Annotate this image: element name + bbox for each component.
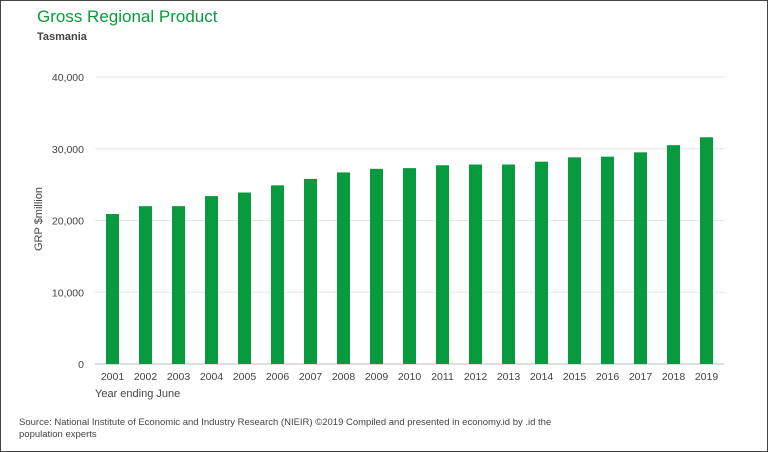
bar-2006[interactable] bbox=[271, 185, 284, 364]
x-tick-label: 2002 bbox=[134, 371, 158, 383]
bar-2016[interactable] bbox=[601, 156, 614, 364]
bar-2005[interactable] bbox=[238, 192, 251, 364]
bar-2018[interactable] bbox=[667, 145, 680, 364]
bar-2013[interactable] bbox=[502, 164, 515, 364]
x-tick-label: 2007 bbox=[299, 371, 323, 383]
x-tick-label: 2019 bbox=[695, 371, 719, 383]
x-tick-label: 2018 bbox=[662, 371, 686, 383]
bar-2008[interactable] bbox=[337, 172, 350, 364]
y-axis-label: GRP $million bbox=[33, 187, 45, 251]
bar-2012[interactable] bbox=[469, 164, 482, 364]
x-tick-label: 2010 bbox=[398, 371, 422, 383]
bar-2015[interactable] bbox=[568, 157, 581, 364]
bar-2011[interactable] bbox=[436, 165, 449, 364]
x-tick-label: 2009 bbox=[365, 371, 389, 383]
x-tick-label: 2015 bbox=[563, 371, 587, 383]
x-tick-label: 2012 bbox=[464, 371, 488, 383]
x-tick-label: 2013 bbox=[497, 371, 521, 383]
x-tick-label: 2004 bbox=[200, 371, 224, 383]
y-tick-label: 10,000 bbox=[52, 287, 84, 299]
bar-2019[interactable] bbox=[700, 137, 713, 364]
x-tick-labels: 2001 2002 2003 2004 2005 2006 2007 2008 2009 2010… bbox=[101, 371, 719, 383]
x-tick-label: 2014 bbox=[530, 371, 554, 383]
source-note: Source: National Institute of Economic a… bbox=[19, 417, 552, 440]
bar-2014[interactable] bbox=[535, 161, 548, 364]
y-tick-label: 40,000 bbox=[52, 72, 84, 84]
y-tick-labels: 0 10,000 20,000 30,000 40,000 bbox=[52, 72, 84, 371]
bar-2009[interactable] bbox=[370, 168, 383, 364]
bar-2001[interactable] bbox=[106, 214, 119, 364]
bars bbox=[106, 137, 713, 364]
chart-subtitle: Tasmania bbox=[37, 31, 87, 43]
x-tick-label: 2001 bbox=[101, 371, 125, 383]
bar-2017[interactable] bbox=[634, 152, 647, 364]
bar-2010[interactable] bbox=[403, 168, 416, 364]
x-axis-label: Year ending June bbox=[95, 388, 180, 400]
x-tick-label: 2017 bbox=[629, 371, 653, 383]
x-tick-label: 2006 bbox=[266, 371, 290, 383]
bar-2002[interactable] bbox=[139, 206, 152, 364]
chart-title: Gross Regional Product bbox=[37, 7, 218, 26]
x-tick-label: 2011 bbox=[431, 371, 454, 383]
bar-2007[interactable] bbox=[304, 178, 317, 364]
y-tick-label: 30,000 bbox=[52, 144, 84, 156]
x-tick-label: 2016 bbox=[596, 371, 620, 383]
x-tick-label: 2003 bbox=[167, 371, 191, 383]
y-tick-label: 0 bbox=[78, 359, 84, 371]
x-tick-label: 2008 bbox=[332, 371, 356, 383]
bar-2003[interactable] bbox=[172, 206, 185, 364]
bar-2004[interactable] bbox=[205, 196, 218, 364]
y-tick-label: 20,000 bbox=[52, 216, 84, 228]
x-tick-label: 2005 bbox=[233, 371, 257, 383]
